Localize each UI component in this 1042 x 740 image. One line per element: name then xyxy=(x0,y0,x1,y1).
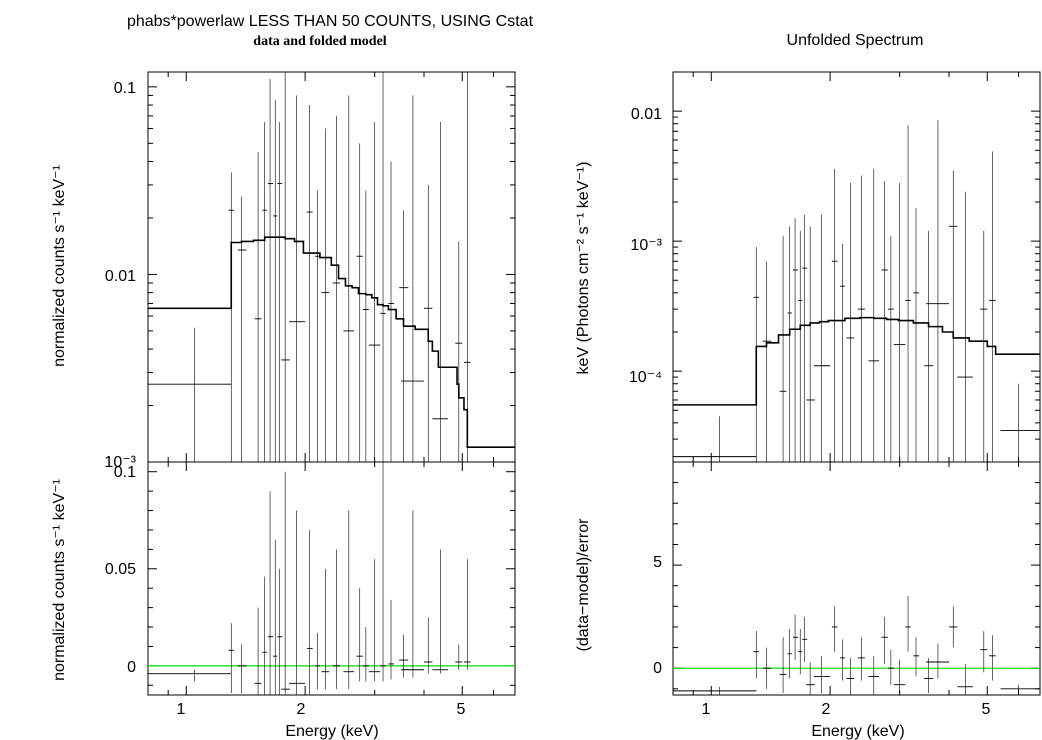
left-subtitle: data and folded model xyxy=(253,34,387,49)
left-bottom-ytick-label: 0.1 xyxy=(114,464,136,481)
left-top-ylabel: normalized counts s⁻¹ keV⁻¹ xyxy=(51,165,68,367)
left-title: phabs*powerlaw LESS THAN 50 COUNTS, USIN… xyxy=(127,13,534,30)
right-top-ytick-label: 10⁻³ xyxy=(630,237,662,254)
right-title: Unfolded Spectrum xyxy=(787,32,924,49)
model-step-line xyxy=(148,236,515,448)
left-xtick-label: 1 xyxy=(177,701,186,718)
right-xtick-label: 5 xyxy=(982,701,991,718)
left-bottom-ytick-label: 0.05 xyxy=(105,561,136,578)
right-top-ylabel: keV (Photons cm⁻² s⁻¹ keV⁻¹) xyxy=(575,162,592,375)
left-top-ytick-label: 0.1 xyxy=(114,80,136,97)
model-step-line xyxy=(673,316,1040,406)
left-xtick-label: 5 xyxy=(457,701,466,718)
left-bottom-frame xyxy=(147,461,516,696)
chart-marks xyxy=(147,71,1040,695)
right-xtick-label: 1 xyxy=(702,701,711,718)
left-xlabel: Energy (keV) xyxy=(285,723,378,740)
right-bottom-ytick-label: 0 xyxy=(653,660,662,677)
right-xtick-label: 2 xyxy=(822,701,831,718)
left-bottom-ytick-label: 0 xyxy=(127,659,136,676)
right-top-ytick-label: 10⁻⁴ xyxy=(629,369,662,386)
left-top-ytick-label: 10⁻³ xyxy=(104,454,136,471)
right-bottom-ylabel: (data−model)/error xyxy=(575,518,592,652)
right-bottom-frame xyxy=(672,461,1041,696)
left-xtick-label: 2 xyxy=(297,701,306,718)
left-top-frame xyxy=(147,71,516,463)
right-bottom-ytick-label: 5 xyxy=(653,554,662,571)
right-top-ytick-label: 0.01 xyxy=(631,106,662,123)
left-top-ytick-label: 0.01 xyxy=(105,268,136,285)
left-bottom-ylabel: normalized counts s⁻¹ keV⁻¹ xyxy=(51,479,68,681)
right-top-frame xyxy=(672,71,1041,463)
right-xlabel: Energy (keV) xyxy=(811,723,904,740)
